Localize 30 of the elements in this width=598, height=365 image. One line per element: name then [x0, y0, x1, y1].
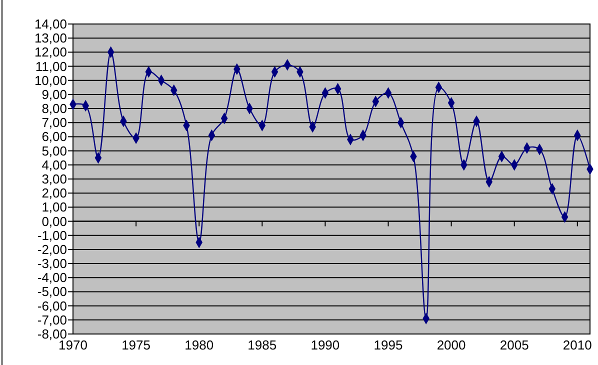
y-tick-label: 13,00 — [34, 30, 67, 46]
x-tick-label: 1995 — [374, 338, 403, 353]
y-tick-label: 1,00 — [42, 200, 67, 215]
x-tick-label: 2010 — [562, 338, 592, 353]
x-tick-label: 1985 — [248, 338, 277, 353]
x-tick-label: 1990 — [310, 338, 340, 353]
y-tick-label: -7,00 — [37, 312, 67, 328]
y-tick-label: 5,00 — [42, 143, 67, 158]
y-tick-label: 2,00 — [42, 186, 67, 201]
x-tick-label: 2000 — [436, 338, 466, 353]
x-tick-label: 1980 — [184, 338, 214, 353]
y-tick-label: 3,00 — [42, 172, 67, 186]
y-tick-label: 11,00 — [35, 58, 67, 74]
y-tick-label: 12,00 — [34, 44, 67, 60]
y-tick-label: -1,00 — [37, 228, 67, 243]
y-tick-label: 7,00 — [42, 115, 67, 130]
y-tick-label: -3,00 — [37, 256, 67, 272]
y-tick-label: 8,00 — [42, 101, 67, 116]
y-tick-label: -5,00 — [37, 284, 67, 300]
y-tick-label: 6,00 — [42, 129, 67, 144]
y-tick-label: 4,00 — [42, 157, 67, 172]
y-tick-label: 10,00 — [34, 72, 67, 88]
y-tick-label: 14,00 — [34, 16, 67, 32]
x-tick-label: 2005 — [500, 338, 529, 353]
y-tick-label: -4,00 — [37, 270, 67, 286]
y-tick-label: 9,00 — [42, 86, 67, 102]
x-tick-label: 1975 — [122, 338, 151, 353]
y-tick-label: 0,00 — [42, 214, 67, 229]
y-tick-label: -2,00 — [37, 242, 67, 257]
y-tick-label: -6,00 — [37, 298, 67, 314]
